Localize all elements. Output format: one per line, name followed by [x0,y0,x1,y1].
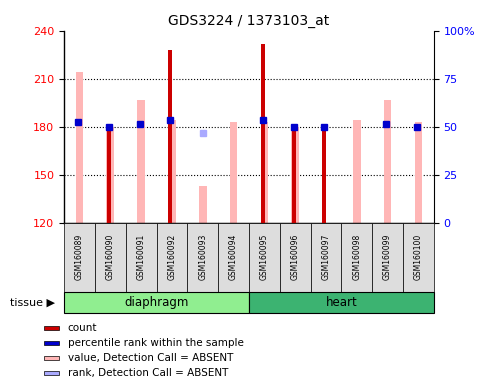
Bar [260,122,268,223]
Bar [230,122,238,223]
Text: GSM160095: GSM160095 [260,234,269,280]
Bar [168,120,176,223]
Bar [291,127,299,223]
Bar [169,50,173,223]
Bar [75,72,83,223]
Text: percentile rank within the sample: percentile rank within the sample [68,338,244,348]
Bar [64,292,249,313]
Text: GSM160099: GSM160099 [383,234,392,280]
Bar [64,223,95,292]
Bar [261,43,265,223]
Bar [157,223,187,292]
Bar [384,99,391,223]
Text: GSM160100: GSM160100 [414,234,423,280]
Text: tissue ▶: tissue ▶ [10,297,55,308]
Text: GSM160096: GSM160096 [291,234,300,280]
Bar [137,99,145,223]
Bar [280,223,311,292]
Text: GSM160089: GSM160089 [75,234,84,280]
Bar [199,186,207,223]
Bar [44,341,59,345]
Bar [44,326,59,330]
Text: GSM160090: GSM160090 [106,234,115,280]
Bar [126,223,157,292]
Bar [106,127,114,223]
Bar [372,223,403,292]
Text: heart: heart [325,296,357,309]
Bar [353,120,361,223]
Text: value, Detection Call = ABSENT: value, Detection Call = ABSENT [68,353,233,363]
Text: GSM160092: GSM160092 [168,234,176,280]
Bar [107,127,111,223]
Bar [403,223,434,292]
Bar [415,122,423,223]
Text: count: count [68,323,97,333]
Bar [44,371,59,374]
Bar [249,223,280,292]
Bar [341,223,372,292]
Text: GSM160098: GSM160098 [352,234,361,280]
Text: GSM160091: GSM160091 [137,234,145,280]
Bar [311,223,341,292]
Title: GDS3224 / 1373103_at: GDS3224 / 1373103_at [168,14,330,28]
Bar [249,292,434,313]
Text: diaphragm: diaphragm [124,296,189,309]
Bar [187,223,218,292]
Bar [44,356,59,360]
Bar [322,127,326,223]
Text: GSM160097: GSM160097 [321,234,330,280]
Bar [218,223,249,292]
Bar [292,127,296,223]
Text: GSM160093: GSM160093 [198,234,207,280]
Text: rank, Detection Call = ABSENT: rank, Detection Call = ABSENT [68,368,228,378]
Text: GSM160094: GSM160094 [229,234,238,280]
Bar [95,223,126,292]
